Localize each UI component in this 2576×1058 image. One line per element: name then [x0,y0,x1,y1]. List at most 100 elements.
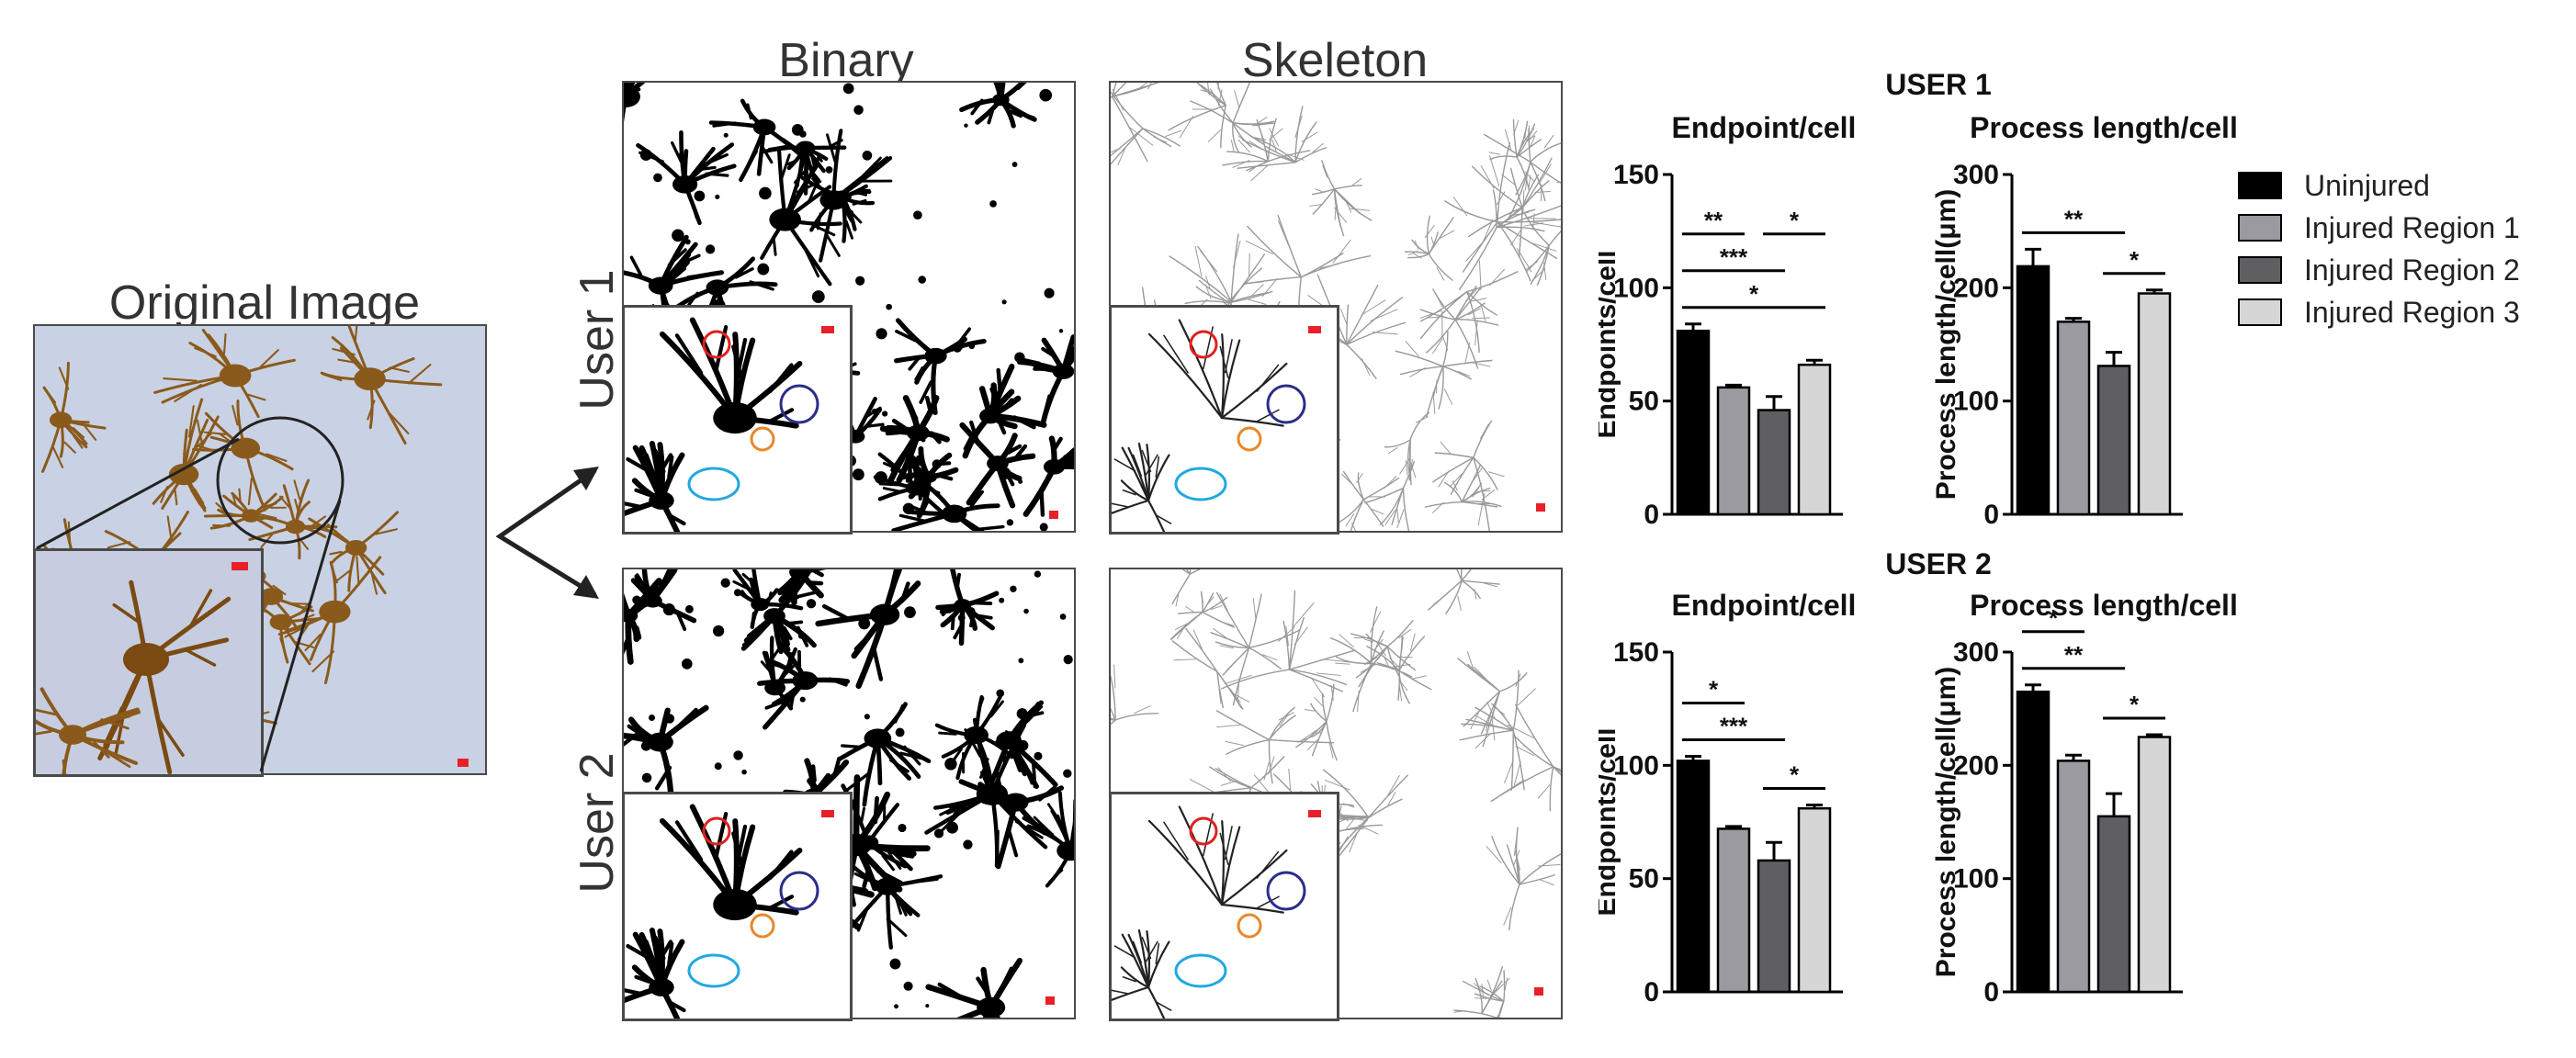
cell-process [865,840,908,869]
cell-process [1442,331,1449,367]
cell-process [1112,499,1150,514]
cell-branch [311,515,327,527]
cyan-ellipse-marker [1174,467,1227,501]
cell-branch [741,572,758,588]
cell-branch [1017,111,1036,120]
binary-speck [918,276,926,284]
cell-branch [1515,746,1534,757]
cell-branch [183,435,188,456]
cell-process [1335,656,1373,665]
cell-process [1237,162,1296,169]
cell-branch [974,601,993,605]
cell-branch [272,584,287,596]
cell-branch [860,156,882,179]
cell-branch [653,448,666,474]
cell-process [931,354,939,416]
cell-process [1294,147,1327,163]
cell-process [1367,798,1403,818]
cell-branch [746,103,752,120]
red-circle-marker [1189,816,1218,846]
cell-branch [941,605,952,617]
cell-process [1521,174,1540,208]
cell-branch [626,943,650,960]
scale-bar-binary-user2-inset [821,810,834,817]
cell-branch [1271,139,1278,153]
cell-process [1498,672,1528,692]
y-axis-label: Process length/cell(μm) [1931,667,1961,977]
binary-speck [855,276,865,286]
legend-item-injured-region-2: Injured Region 2 [2238,252,2520,288]
cell-branch [1432,338,1443,355]
cell-branch [1528,174,1531,191]
cell-process [1515,703,1554,768]
cell-branch [1269,128,1280,147]
cell-branch [1480,165,1495,189]
cell-branch [950,615,955,631]
cell-branch [882,487,900,493]
cell-branch [831,756,842,779]
cell-branch [1314,697,1323,706]
cell-process [1391,487,1405,525]
chart-user1-endpoints: Endpoint/cellEndpoints/cell050100150****… [1599,111,1857,530]
cell-branch [1370,611,1382,633]
cell-branch [1543,134,1554,149]
cell-branch [898,513,927,523]
cell-process [934,723,978,737]
cell-branch [731,831,743,867]
cell-branch [1475,715,1494,726]
cell-branch [1470,710,1480,730]
cell-process [1362,477,1400,501]
binary-speck [733,750,743,760]
cell-branch [1457,371,1470,377]
scale-bar-skeleton-user1-inset [1308,326,1321,333]
cell-branch [1340,309,1348,325]
cell-branch [1250,164,1269,182]
significance-label: *** [1720,243,1748,271]
cell-process [1171,640,1218,672]
cell-branch [741,632,761,647]
binary-speck [684,239,691,245]
cell-branch [1145,454,1158,476]
cell-process [1442,359,1493,367]
cell-process [657,442,665,503]
cell-process [1198,279,1230,304]
cell-branch [1486,979,1492,992]
cell-process [1509,167,1523,208]
cell-branch [955,572,961,591]
cell-process [1519,853,1561,885]
y-tick-label: 0 [1644,500,1659,530]
significance-label: * [2049,604,2059,632]
binary-speck [989,200,997,208]
cell-branch [815,152,823,163]
cell-branch [1278,220,1290,246]
cell-process [1461,580,1481,600]
chart-user2-process-length: Process length/cell Process length/cell(μ… [1931,589,2238,1007]
cell-process [1514,850,1520,885]
cell-process [1491,703,1514,732]
legend-swatch [2238,298,2282,326]
cell-process [1111,673,1116,721]
cell-branch [1344,198,1352,213]
cell-process [1220,903,1284,914]
cell-branch [1361,358,1371,376]
cell-branch [256,512,277,520]
chart-title: Endpoint/cell [1672,111,1857,144]
cell-branch [1293,602,1315,628]
cell-branch [937,982,965,1000]
cell-branch [903,745,921,766]
cell-branch [806,580,824,586]
binary-speck [898,823,907,833]
y-tick-label: 100 [1953,864,1999,895]
cell-process [1184,300,1230,305]
cell-branch [1328,741,1334,759]
cell-process [1012,785,1065,805]
cell-branch [1153,136,1168,143]
cell-branch [1316,672,1341,676]
cell-branch [1156,1001,1172,1011]
cell-branch [1470,361,1491,367]
cell-branch [1294,626,1308,646]
y-axis-label: Endpoints/cell [1599,727,1621,916]
significance-label: * [1709,675,1719,703]
cell-process [1220,826,1241,906]
cell-process [1210,632,1250,649]
